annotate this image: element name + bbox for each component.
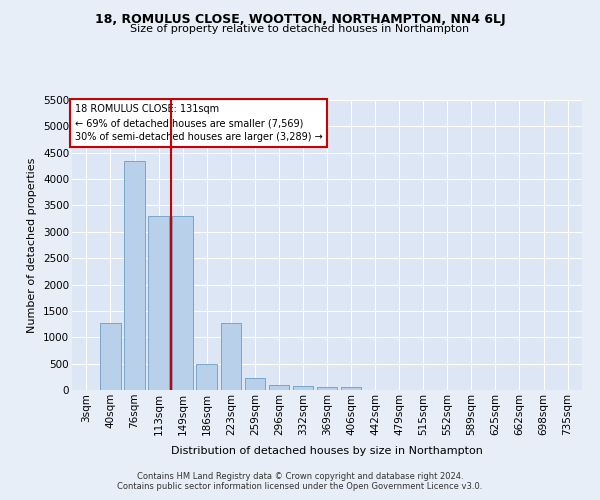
Bar <box>124 160 145 390</box>
X-axis label: Distribution of detached houses by size in Northampton: Distribution of detached houses by size … <box>171 446 483 456</box>
Text: 18, ROMULUS CLOSE, WOOTTON, NORTHAMPTON, NN4 6LJ: 18, ROMULUS CLOSE, WOOTTON, NORTHAMPTON,… <box>95 12 505 26</box>
Bar <box>100 323 121 390</box>
Text: Contains HM Land Registry data © Crown copyright and database right 2024.: Contains HM Land Registry data © Crown c… <box>137 472 463 481</box>
Y-axis label: Number of detached properties: Number of detached properties <box>28 158 37 332</box>
Text: Contains public sector information licensed under the Open Government Licence v3: Contains public sector information licen… <box>118 482 482 491</box>
Text: 18 ROMULUS CLOSE: 131sqm
← 69% of detached houses are smaller (7,569)
30% of sem: 18 ROMULUS CLOSE: 131sqm ← 69% of detach… <box>74 104 322 142</box>
Bar <box>317 387 337 390</box>
Bar <box>293 386 313 390</box>
Bar <box>341 387 361 390</box>
Bar <box>221 323 241 390</box>
Bar <box>245 378 265 390</box>
Bar <box>172 216 193 390</box>
Bar <box>148 216 169 390</box>
Bar <box>269 386 289 390</box>
Text: Size of property relative to detached houses in Northampton: Size of property relative to detached ho… <box>130 24 470 34</box>
Bar <box>196 364 217 390</box>
